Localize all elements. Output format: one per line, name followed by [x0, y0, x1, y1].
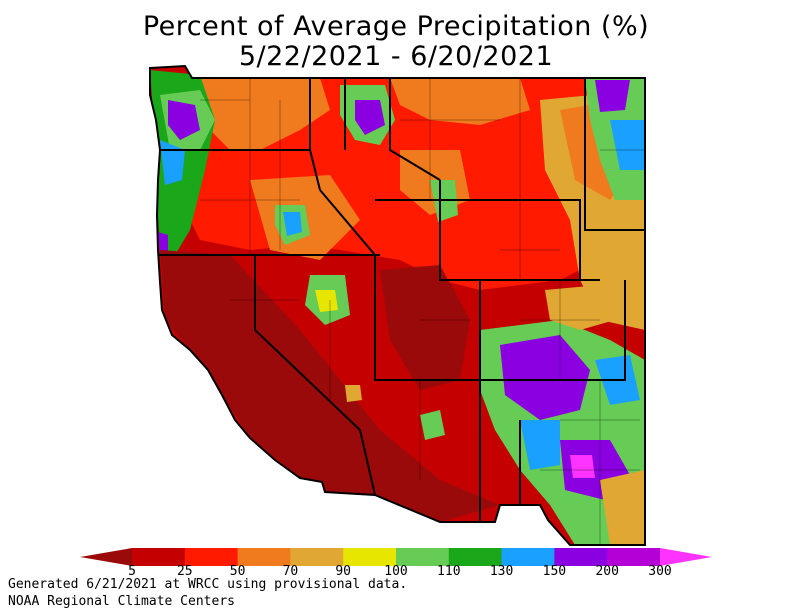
- legend-bin: [132, 548, 186, 566]
- nd-sd-border: [584, 78, 645, 231]
- field-orange-wa: [195, 78, 330, 150]
- county-lines: [200, 78, 645, 545]
- field-purple-or: [158, 232, 168, 255]
- field-darkred-ut: [380, 265, 470, 390]
- legend-bin: [396, 548, 450, 566]
- legend-bar: 5 25 50 70 90 100 110 130 150 200 300: [80, 548, 712, 579]
- legend-tick-label: 90: [335, 564, 351, 579]
- field-purple-nm: [500, 335, 590, 420]
- field-tan-nv: [345, 385, 362, 402]
- legend-arrow-high: [660, 548, 712, 566]
- state-borders: [149, 64, 646, 546]
- legend-tick-label: 100: [384, 564, 407, 579]
- precip-field: [150, 66, 645, 545]
- footer-source: NOAA Regional Climate Centers: [8, 594, 235, 609]
- field-tan-co: [545, 285, 615, 330]
- id-or-border: [319, 189, 376, 256]
- ut-wy-border: [375, 199, 481, 380]
- legend-tick-label: 5: [128, 564, 136, 579]
- nv-ut-border: [374, 255, 480, 381]
- legend-bin: [343, 548, 397, 566]
- legend-bin: [448, 548, 503, 566]
- legend-bin: [501, 548, 555, 566]
- field-purple-wa: [168, 100, 200, 140]
- legend-bin: [290, 548, 344, 566]
- ca-nv-border: [254, 255, 376, 496]
- legend-tick-label: 300: [648, 564, 671, 579]
- legend-bin: [607, 548, 661, 566]
- nm-co-border: [480, 280, 626, 381]
- field-purple-nd: [595, 80, 630, 112]
- title-line-1: Percent of Average Precipitation (%): [142, 11, 650, 42]
- legend-tick-label: 150: [543, 564, 566, 579]
- field-yellow-nv: [315, 290, 338, 312]
- title-line-2: 5/22/2021 - 6/20/2021: [238, 41, 554, 72]
- legend-tick-label: 25: [177, 564, 193, 579]
- legend-tick-label: 200: [595, 564, 618, 579]
- mt-border: [389, 78, 441, 181]
- field-tan-tx: [600, 470, 645, 545]
- wy-border: [439, 180, 581, 280]
- map-title: Percent of Average Precipitation (%) 5/2…: [0, 12, 792, 72]
- field-blue-wa: [160, 140, 185, 185]
- field-blue-ore: [283, 212, 302, 236]
- legend-tick-label: 70: [283, 564, 299, 579]
- west-outline: [149, 64, 646, 546]
- legend-tick-label: 110: [437, 564, 460, 579]
- field-green-az: [420, 410, 445, 440]
- legend-bin: [237, 548, 291, 566]
- legend-bin: [554, 548, 608, 566]
- field-magenta-tx: [570, 455, 595, 478]
- legend-tick-label: 130: [490, 564, 513, 579]
- field-purple-id: [355, 100, 385, 135]
- field-orange-mt: [390, 78, 530, 125]
- legend-arrow-low: [80, 548, 132, 566]
- field-blue-nm: [520, 420, 560, 470]
- field-blue-sd: [610, 120, 645, 170]
- wa-id-border: [309, 78, 321, 191]
- legend-tick-label: 50: [230, 564, 246, 579]
- legend-bin: [184, 548, 239, 566]
- footer-generated: Generated 6/21/2021 at WRCC using provis…: [8, 577, 408, 592]
